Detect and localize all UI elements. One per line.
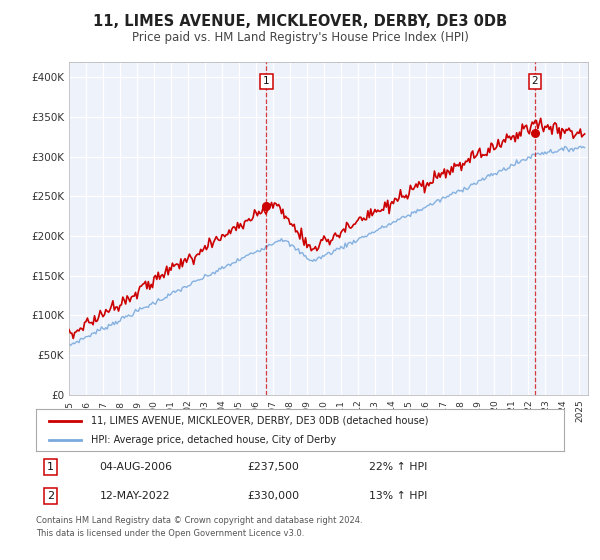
Text: 11, LIMES AVENUE, MICKLEOVER, DERBY, DE3 0DB (detached house): 11, LIMES AVENUE, MICKLEOVER, DERBY, DE3… bbox=[91, 416, 429, 426]
Text: 2: 2 bbox=[532, 76, 538, 86]
Text: 04-AUG-2006: 04-AUG-2006 bbox=[100, 462, 172, 472]
Text: This data is licensed under the Open Government Licence v3.0.: This data is licensed under the Open Gov… bbox=[36, 529, 304, 538]
Text: £237,500: £237,500 bbox=[247, 462, 299, 472]
Text: £330,000: £330,000 bbox=[247, 491, 299, 501]
Text: HPI: Average price, detached house, City of Derby: HPI: Average price, detached house, City… bbox=[91, 435, 337, 445]
Text: Contains HM Land Registry data © Crown copyright and database right 2024.: Contains HM Land Registry data © Crown c… bbox=[36, 516, 362, 525]
Text: 1: 1 bbox=[47, 462, 54, 472]
Text: 12-MAY-2022: 12-MAY-2022 bbox=[100, 491, 170, 501]
Text: 2: 2 bbox=[47, 491, 55, 501]
Text: 13% ↑ HPI: 13% ↑ HPI bbox=[368, 491, 427, 501]
Text: 11, LIMES AVENUE, MICKLEOVER, DERBY, DE3 0DB: 11, LIMES AVENUE, MICKLEOVER, DERBY, DE3… bbox=[93, 14, 507, 29]
Text: Price paid vs. HM Land Registry's House Price Index (HPI): Price paid vs. HM Land Registry's House … bbox=[131, 31, 469, 44]
Text: 1: 1 bbox=[263, 76, 270, 86]
Text: 22% ↑ HPI: 22% ↑ HPI bbox=[368, 462, 427, 472]
